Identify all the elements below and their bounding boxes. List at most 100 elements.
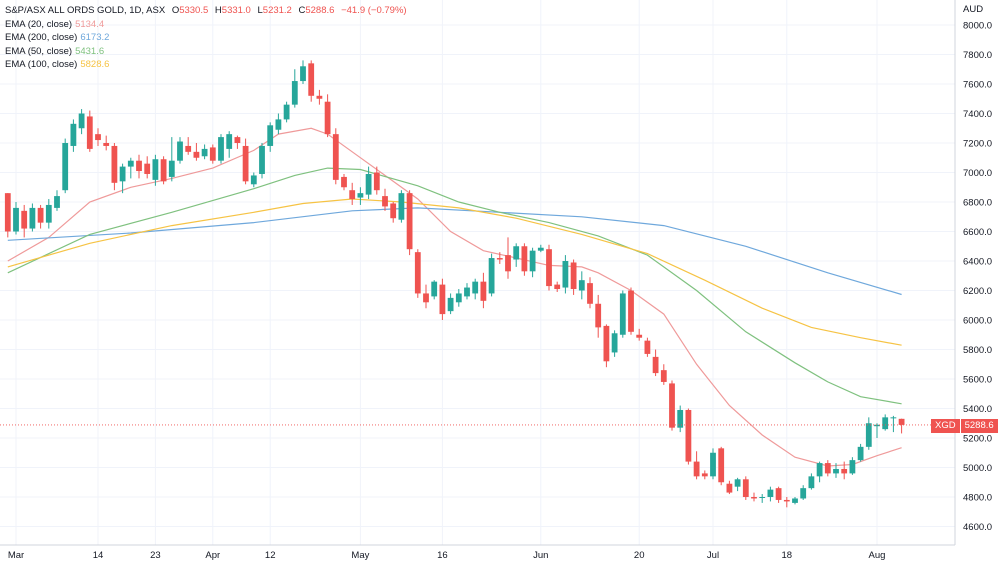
candle-body bbox=[464, 287, 470, 297]
candle-body bbox=[816, 463, 823, 477]
candle-body bbox=[660, 370, 667, 382]
x-tick-label: May bbox=[351, 550, 369, 561]
candle-body bbox=[209, 147, 216, 161]
y-tick-label: 4800.0 bbox=[963, 493, 992, 504]
candle-body bbox=[390, 203, 397, 219]
legend: S&P/ASX ALL ORDS GOLD, 1D, ASX O5330.5 H… bbox=[5, 4, 407, 72]
candle-body bbox=[103, 143, 110, 146]
candle-body bbox=[300, 66, 306, 82]
y-tick-label: 4600.0 bbox=[963, 522, 992, 533]
candle-body bbox=[751, 497, 757, 499]
candle-body bbox=[275, 119, 282, 130]
candle-body bbox=[177, 141, 183, 161]
candle-body bbox=[849, 460, 856, 474]
candle-body bbox=[341, 176, 347, 188]
candle-body bbox=[537, 247, 544, 251]
legend-ema-50-value: 5431.6 bbox=[75, 45, 105, 57]
candle-body bbox=[775, 488, 782, 500]
candle-body bbox=[587, 283, 593, 304]
candle-body bbox=[4, 193, 11, 232]
candle-body bbox=[127, 160, 134, 167]
candle-body bbox=[62, 143, 69, 191]
y-tick-label: 6400.0 bbox=[963, 257, 992, 268]
legend-ema-50-name: EMA (50, close) bbox=[5, 45, 73, 57]
legend-ema-200-name: EMA (200, close) bbox=[5, 32, 78, 44]
candle-body bbox=[21, 210, 28, 229]
high-label: H bbox=[214, 5, 222, 16]
candle-body bbox=[521, 246, 528, 272]
symbol-title[interactable]: S&P/ASX ALL ORDS GOLD, 1D, ASX bbox=[5, 5, 166, 16]
y-tick-label: 6600.0 bbox=[963, 227, 992, 238]
candle-body bbox=[619, 293, 626, 335]
legend-ema-100[interactable]: EMA (100, close) 5828.6 bbox=[5, 58, 407, 72]
y-tick-label: 5800.0 bbox=[963, 345, 992, 356]
grid-lines bbox=[0, 0, 955, 545]
candle-body bbox=[193, 151, 200, 158]
candle-body bbox=[86, 116, 93, 149]
candle-body bbox=[726, 483, 733, 493]
candle-body bbox=[472, 281, 479, 294]
candle-body bbox=[324, 101, 331, 135]
candle-body bbox=[308, 63, 315, 96]
candles bbox=[4, 60, 905, 508]
candle-body bbox=[710, 452, 716, 477]
candle-body bbox=[54, 196, 60, 208]
y-tick-label: 5000.0 bbox=[963, 463, 992, 474]
candle-body bbox=[37, 207, 44, 223]
candle-body bbox=[824, 463, 831, 474]
currency-label[interactable]: AUD bbox=[963, 4, 984, 15]
candle-body bbox=[226, 134, 233, 149]
candle-body bbox=[45, 204, 52, 223]
legend-ema-20[interactable]: EMA (20, close) 5134.4 bbox=[5, 18, 407, 32]
candle-body bbox=[218, 137, 224, 161]
candle-body bbox=[168, 160, 175, 177]
candle-body bbox=[447, 297, 454, 312]
candle-body bbox=[578, 280, 585, 291]
candle-body bbox=[669, 383, 675, 428]
legend-ema-20-name: EMA (20, close) bbox=[5, 18, 73, 30]
candle-body bbox=[480, 281, 487, 301]
candle-body bbox=[701, 473, 708, 477]
y-tick-label: 8000.0 bbox=[963, 21, 992, 32]
change-value: −41.9 (−0.79%) bbox=[341, 5, 407, 16]
y-tick-label: 5200.0 bbox=[963, 434, 992, 445]
x-tick-label: 14 bbox=[93, 550, 104, 561]
candle-body bbox=[890, 417, 897, 419]
ema-line-2 bbox=[7, 167, 902, 405]
x-tick-label: Mar bbox=[8, 550, 24, 561]
candle-body bbox=[29, 207, 36, 229]
candle-body bbox=[78, 113, 85, 129]
legend-ema-200[interactable]: EMA (200, close) 6173.2 bbox=[5, 31, 407, 45]
symbol-header: S&P/ASX ALL ORDS GOLD, 1D, ASX O5330.5 H… bbox=[5, 4, 407, 18]
candle-body bbox=[234, 137, 241, 143]
candle-body bbox=[267, 125, 274, 146]
candle-body bbox=[718, 448, 725, 483]
candle-body bbox=[111, 145, 118, 183]
ema-line-0 bbox=[7, 127, 902, 467]
candle-body bbox=[398, 193, 405, 220]
ema-line-3 bbox=[7, 198, 902, 346]
ema-lines bbox=[7, 127, 902, 467]
candle-body bbox=[70, 123, 77, 146]
candle-body bbox=[857, 446, 864, 461]
candle-body bbox=[423, 293, 429, 303]
x-tick-label: Jul bbox=[707, 550, 719, 561]
legend-ema-50[interactable]: EMA (50, close) 5431.6 bbox=[5, 45, 407, 59]
candle-body bbox=[734, 479, 741, 487]
candle-body bbox=[365, 173, 372, 195]
candle-body bbox=[595, 303, 602, 328]
candle-body bbox=[898, 418, 905, 425]
candle-body bbox=[373, 172, 380, 191]
candle-body bbox=[513, 246, 520, 260]
close-label: C bbox=[298, 5, 306, 16]
candle-body bbox=[160, 159, 167, 182]
x-tick-label: 23 bbox=[150, 550, 161, 561]
candle-body bbox=[882, 417, 889, 430]
candle-body bbox=[652, 356, 659, 374]
candle-body bbox=[759, 497, 766, 498]
candle-body bbox=[800, 488, 807, 499]
candle-body bbox=[496, 258, 503, 260]
last-price-symbol: XGD bbox=[931, 419, 960, 433]
